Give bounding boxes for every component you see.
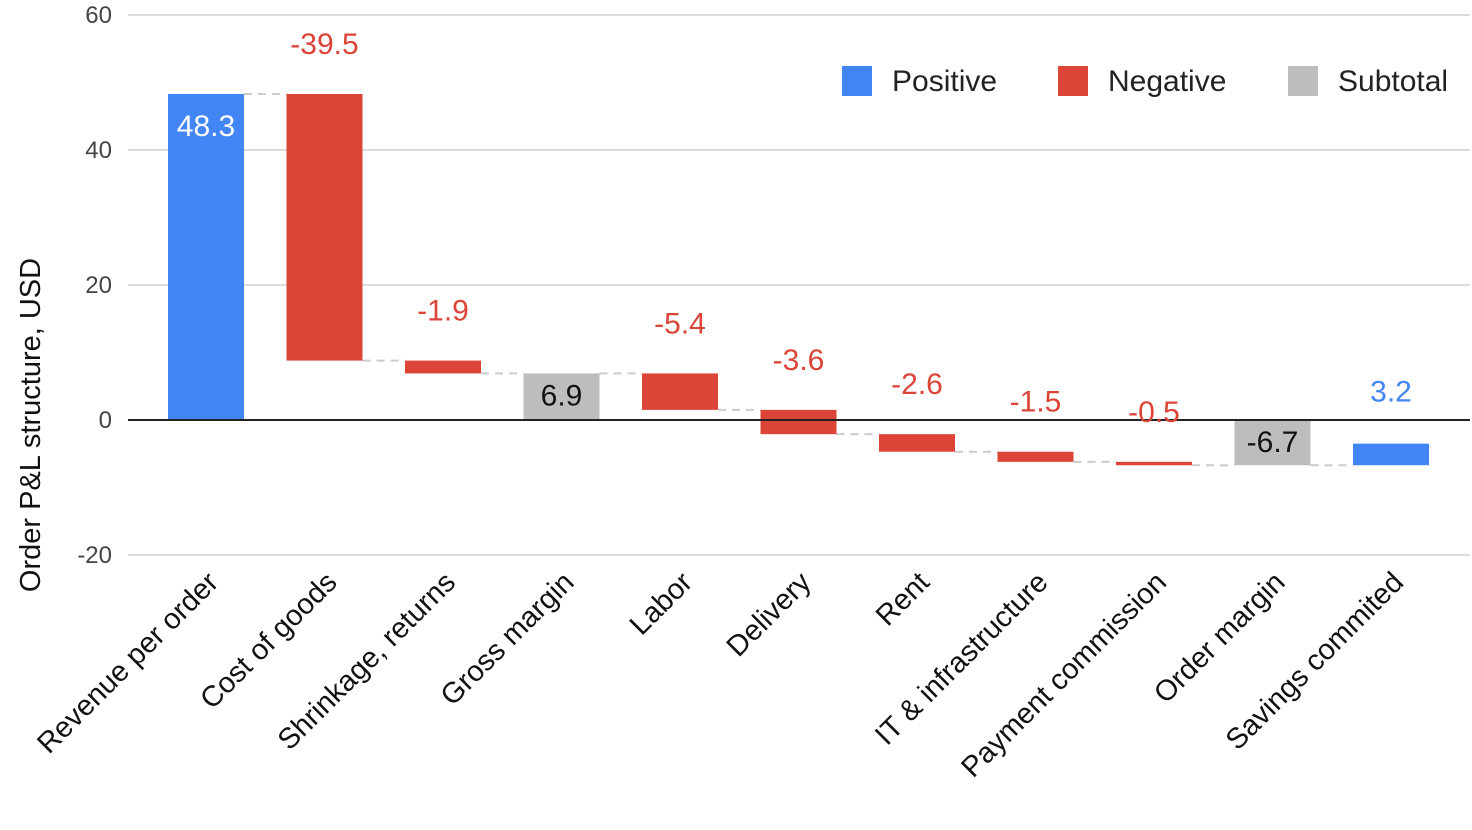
bar-negative bbox=[1116, 461, 1192, 466]
data-label: -1.9 bbox=[417, 295, 469, 328]
data-label: -1.5 bbox=[1010, 386, 1062, 419]
bar-subtotal bbox=[1234, 420, 1311, 466]
bar-negative bbox=[760, 409, 837, 435]
legend: Positive Negative Subtotal bbox=[842, 65, 1448, 98]
x-category-label: Payment commission bbox=[955, 566, 1173, 784]
data-label: -6.7 bbox=[1247, 426, 1299, 459]
data-label: 48.3 bbox=[177, 110, 235, 143]
data-label: -2.6 bbox=[891, 368, 943, 401]
data-label: 3.2 bbox=[1370, 376, 1412, 409]
data-label: -39.5 bbox=[290, 28, 358, 61]
legend-swatch bbox=[1288, 66, 1318, 96]
data-label: -5.4 bbox=[654, 307, 706, 340]
y-tick-label: 40 bbox=[85, 137, 112, 164]
y-tick-label: 0 bbox=[99, 407, 112, 434]
bar-positive bbox=[1353, 443, 1429, 466]
y-tick-label: 60 bbox=[85, 2, 112, 29]
x-category-label: Rent bbox=[870, 566, 936, 632]
data-label: -0.5 bbox=[1128, 396, 1180, 429]
legend-swatch bbox=[842, 66, 872, 96]
x-category-label: Revenue per order bbox=[31, 566, 225, 760]
bar-negative bbox=[642, 373, 718, 410]
bar-negative bbox=[286, 93, 363, 361]
y-tick-label: 20 bbox=[85, 272, 112, 299]
bar-negative bbox=[997, 451, 1074, 462]
x-category-label: Delivery bbox=[721, 566, 818, 663]
y-axis-title: Order P&L structure, USD bbox=[15, 258, 47, 592]
bar-positive bbox=[168, 93, 244, 420]
y-tick-label: -20 bbox=[77, 542, 112, 569]
y-axis-ticks: 60 40 20 0 -20 bbox=[77, 2, 112, 569]
data-labels: 48.3 -39.5 -1.9 6.9 -5.4 -3.6 -2.6 -1.5 -0.5 -6.7… bbox=[177, 28, 1412, 459]
bar-negative bbox=[879, 434, 955, 452]
legend-label: Negative bbox=[1108, 65, 1226, 98]
bars bbox=[168, 93, 1429, 466]
bar-negative bbox=[405, 360, 481, 374]
x-category-label: Labor bbox=[624, 566, 699, 641]
legend-label: Subtotal bbox=[1338, 65, 1448, 98]
connector-lines bbox=[244, 92, 1353, 467]
data-label: -3.6 bbox=[773, 344, 825, 377]
bar-subtotal bbox=[523, 373, 600, 420]
data-label: 6.9 bbox=[541, 379, 583, 412]
legend-label: Positive bbox=[892, 65, 997, 98]
legend-swatch bbox=[1058, 66, 1088, 96]
